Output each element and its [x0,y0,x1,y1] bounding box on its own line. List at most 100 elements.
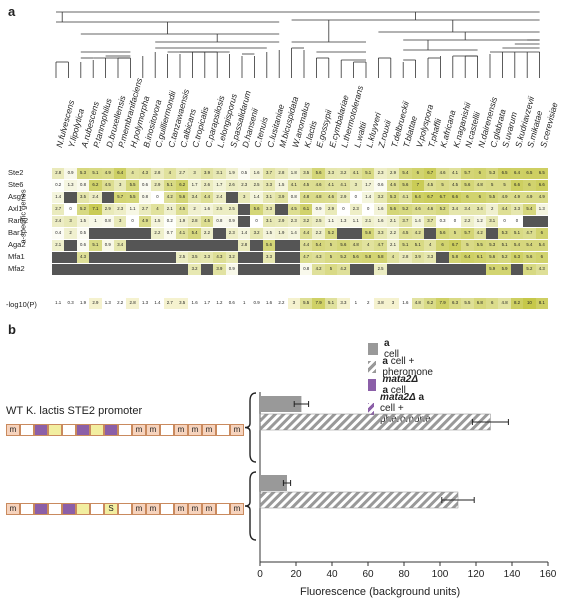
pval-row-label: -log10(P) [6,300,37,309]
heatmap-cell: 2.8 [151,168,164,179]
heatmap-cell: 4.5 [200,216,214,227]
heatmap-cell: 4 [424,240,437,251]
heatmap-cell: 3.4 [473,204,486,215]
pval-cell: 3 [287,298,300,309]
heatmap-cell [238,216,251,227]
promoter-segment [118,503,132,515]
heatmap-cell: 5.7 [114,192,127,203]
heatmap-cell: 1.9 [176,216,189,227]
heatmap-cell: 5.4 [523,240,536,251]
heatmap-cell: 0.9 [225,216,238,227]
heatmap-cell: 2.1 [386,216,400,227]
heatmap-cell: 3.1 [213,168,226,179]
pval-cell: 3.8 [374,298,387,309]
heatmap-cell [238,252,251,263]
pval-cell: 2.2 [275,298,288,309]
heatmap-cell: 6.7 [436,192,449,203]
legend-item: a cell + pheromone [368,356,438,378]
pval-cell: 5.5 [300,298,313,309]
heatmap-cell: 3.2 [250,228,263,239]
heatmap-cell: 3.3 [374,228,387,239]
heatmap-cell: 4.5 [300,180,313,191]
heatmap-cell: 3.2 [300,216,313,227]
heatmap-cell [275,240,288,251]
pval-cell: 8.2 [510,298,524,309]
heatmap-cell: 6.5 [523,168,536,179]
panel-b-label: b [8,322,16,337]
promoter-segment: m [188,424,202,436]
heatmap-cell: 2.3 [238,180,251,191]
heatmap-cell: 2.9 [275,216,288,227]
heatmap-cell: 5.6 [176,192,189,203]
bar [259,413,491,431]
heatmap-cell: 3 [64,216,77,227]
heatmap-cell: 5.7 [461,168,474,179]
heatmap-cell [151,240,164,251]
heatmap-cell [200,264,214,275]
pval-cell: 1.6 [262,298,276,309]
heatmap-cell: 5.9 [498,264,511,275]
promoter-segment [34,424,48,436]
pval-cell: 4.8 [411,298,424,309]
heatmap-cell: 7.1 [89,204,102,215]
heatmap-cell: 4.5 [287,204,300,215]
heatmap-cell: 6 [411,168,424,179]
pval-cell: 0.6 [225,298,238,309]
heatmap-cell [138,252,152,263]
pval-cell: 1.4 [151,298,164,309]
heatmap-cell [436,264,449,275]
promoter-segment: m [132,424,146,436]
heatmap-cell: 3.9 [200,168,214,179]
heatmap-cell: 1.5 [76,216,90,227]
pval-cell: 0.3 [64,298,77,309]
heatmap-cell: 6 [473,192,486,203]
x-tick-label: 100 [432,569,449,580]
heatmap-cell: 5.5 [473,240,486,251]
heatmap-cell: 0 [349,192,362,203]
heatmap-cell: 4.2 [473,228,486,239]
promoter-segment [62,503,76,515]
heatmap-cell: 4.8 [349,240,362,251]
heatmap-cell: 2.3 [225,228,238,239]
heatmap-cell: 4.8 [300,192,313,203]
bar [259,491,459,509]
heatmap-cell: 5.6 [523,252,536,263]
heatmap-cell [64,192,77,203]
heatmap-cell: 4 [163,168,176,179]
heatmap-cell [337,228,350,239]
heatmap-cell: 3.3 [510,204,524,215]
heatmap-cell: 2.4 [213,192,226,203]
heatmap-cell: 1.9 [275,228,288,239]
promoter-segment [104,424,118,436]
heatmap-cell: 4.1 [399,192,412,203]
heatmap-cell: 5.1 [399,240,412,251]
pval-cell: 6 [486,298,499,309]
heatmap-cell: 7 [411,180,424,191]
pval-cell: 6.3 [448,298,462,309]
heatmap-cell: 0 [498,216,511,227]
heatmap-cell [523,216,536,227]
pval-cell: 8.1 [535,298,548,309]
pval-cell: 4.8 [498,298,511,309]
heatmap-cell [275,204,288,215]
heatmap-cell: 6.4 [114,168,127,179]
gene-label: Mfa1 [8,252,25,261]
promoter-segment: m [146,424,160,436]
heatmap-cell: 6 [461,192,474,203]
heatmap-cell: 3.5 [76,192,90,203]
heatmap-cell: 1.3 [337,216,350,227]
heatmap-cell: 2.4 [52,216,65,227]
heatmap-cell: 2.6 [200,180,214,191]
heatmap-cell: 4.8 [473,180,486,191]
heatmap-cell: 0.5 [76,228,90,239]
heatmap-cell: 2.5 [312,216,325,227]
heatmap-cell: 4.6 [312,180,325,191]
heatmap-cell: 1.7 [188,180,201,191]
heatmap-cell: 5.2 [337,252,350,263]
heatmap-cell: 1.6 [200,204,214,215]
heatmap-cell [275,252,288,263]
heatmap-cell [64,264,77,275]
heatmap-cell [64,252,77,263]
heatmap-cell: 6.4 [461,252,474,263]
heatmap-cell: 4.6 [424,204,437,215]
